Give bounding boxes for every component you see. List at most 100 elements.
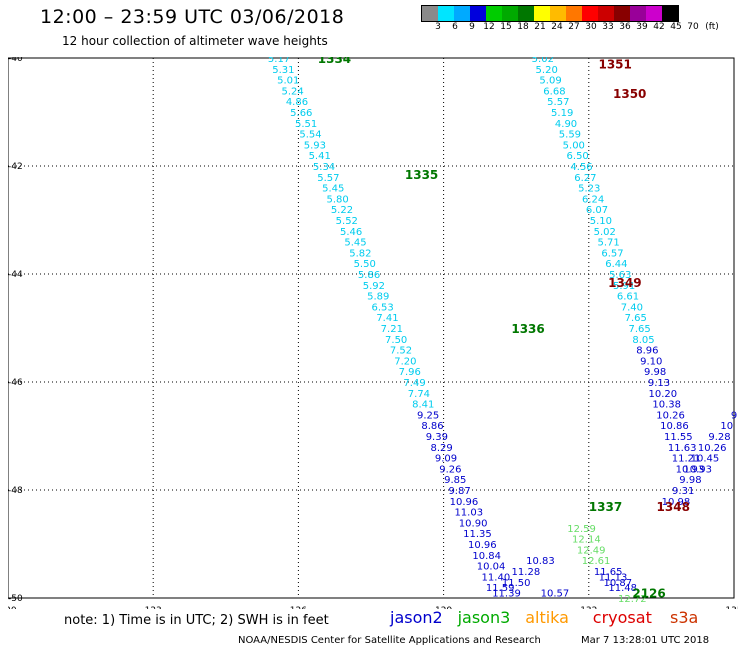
wave-height-value: 10.83	[526, 556, 555, 567]
colorbar-swatch	[422, 6, 438, 21]
wave-height-value: 5.10	[590, 216, 612, 227]
wave-height-value: 10.26	[656, 410, 685, 421]
colorbar-label: 39	[636, 22, 648, 32]
colorbar-swatch	[518, 6, 534, 21]
wave-height-value: 5.50	[354, 259, 376, 270]
longitude-tick-label: 120	[8, 606, 17, 609]
wave-height-value: 6.24	[582, 194, 604, 205]
colorbar-label: 27	[568, 22, 580, 32]
wave-height-value: 7.50	[385, 335, 407, 346]
wave-height-value: 5.00	[563, 140, 585, 151]
wave-height-value: 6.27	[574, 173, 596, 184]
wave-height-value: 10.96	[450, 497, 479, 508]
orbit-number-label: 1334	[318, 57, 351, 66]
orbit-number-label: 1349	[608, 276, 641, 290]
wave-height-value: 6.53	[371, 302, 393, 313]
wave-height-value: 9.87	[448, 486, 470, 497]
wave-height-value: 11.39	[492, 589, 521, 600]
wave-height-value: 6.57	[601, 248, 623, 259]
wave-height-value: 9.13	[648, 378, 670, 389]
map-frame	[8, 57, 735, 599]
credit-line: NOAA/NESDIS Center for Satellite Applica…	[238, 635, 541, 646]
wave-height-value: 9.98	[644, 367, 666, 378]
colorbar-label: 21	[534, 22, 546, 32]
timestamp: Mar 7 13:28:01 UTC 2018	[581, 635, 710, 646]
wave-height-value: 5.09	[539, 76, 561, 87]
wave-height-value: 10.90	[459, 518, 488, 529]
wave-height-value: 8.86	[421, 421, 443, 432]
latitude-tick-label: -46	[8, 378, 23, 388]
wave-height-value: 5.01	[277, 76, 299, 87]
latitude-tick-label: -48	[8, 486, 23, 496]
wave-height-value: 11.55	[664, 432, 693, 443]
wave-height-value: 12.72	[618, 594, 647, 605]
wave-height-value: 10.20	[649, 389, 678, 400]
wave-height-value: 7.74	[408, 389, 430, 400]
wave-height-value: 5.86	[358, 270, 380, 281]
legend-altika: altika	[525, 608, 569, 627]
colorbar-label: 24	[551, 22, 563, 32]
wave-height-value: 5.02	[532, 57, 554, 65]
wave-height-value: 10.87	[604, 578, 633, 589]
wave-height-value: 5.57	[547, 97, 569, 108]
orbit-number-label: 1336	[511, 322, 544, 336]
wave-height-value: 5.45	[344, 238, 366, 249]
wave-height-value: 5.23	[578, 184, 600, 195]
wave-height-value: 5.71	[598, 238, 620, 249]
wave-height-value: 5.91	[613, 281, 635, 292]
colorbar-swatch	[534, 6, 550, 21]
wave-height-value: 6.61	[617, 292, 639, 303]
wave-height-value: 5.52	[336, 216, 358, 227]
wave-height-value: 5.20	[536, 65, 558, 76]
wave-height-value: 12.49	[577, 545, 606, 556]
latitude-tick-label: -42	[8, 162, 23, 172]
wave-height-value: 5.66	[290, 108, 312, 119]
wave-height-value: 5.51	[295, 119, 317, 130]
wave-height-value: 10.38	[652, 400, 681, 411]
colorbar-swatch	[598, 6, 614, 21]
colorbar-swatch	[454, 6, 470, 21]
orbit-number-label: 1337	[589, 500, 622, 514]
wave-height-value: 10.93	[683, 464, 712, 475]
colorbar-label: 12	[483, 22, 495, 32]
wave-height-value: 11.13	[599, 572, 628, 583]
orbit-number-label: 1335	[405, 168, 438, 182]
wave-height-value: 5.19	[551, 108, 573, 119]
wave-height-value: 11.35	[463, 529, 492, 540]
wave-height-value: 5.34	[313, 162, 335, 173]
orbit-number-label: 1350	[613, 87, 646, 101]
wave-height-value: 5.31	[272, 65, 294, 76]
longitude-tick-label: 123	[145, 606, 162, 609]
colorbar-label: 70	[687, 22, 699, 32]
wave-height-value: 7.96	[399, 367, 421, 378]
colorbar-swatch	[646, 6, 662, 21]
colorbar-label: 36	[619, 22, 631, 32]
wave-height-value: 7.65	[628, 324, 650, 335]
wave-height-value: 10.96	[468, 540, 497, 551]
colorbar-label: 18	[517, 22, 529, 32]
colorbar-swatch	[438, 6, 454, 21]
wave-height-value: 10.86	[660, 421, 689, 432]
colorbar-swatch	[582, 6, 598, 21]
wave-height-value: 5.92	[363, 281, 385, 292]
wave-height-value: 5.45	[322, 184, 344, 195]
colorbar-swatch	[470, 6, 486, 21]
wave-height-value: 12.59	[567, 524, 596, 535]
colorbar-swatch	[566, 6, 582, 21]
colorbar-swatch	[614, 6, 630, 21]
colorbar-label: 30	[585, 22, 597, 32]
wave-height-value: 9	[731, 410, 737, 421]
orbit-number-label: 1351	[598, 57, 631, 71]
wave-height-value: 5.80	[326, 194, 348, 205]
latitude-tick-label: -50	[8, 594, 23, 604]
legend-cryosat: cryosat	[592, 608, 652, 627]
latitude-tick-label: -44	[8, 270, 23, 280]
wave-height-value: 5.93	[304, 140, 326, 151]
wave-height-value: 9.39	[426, 432, 448, 443]
colorbar-swatch	[662, 6, 678, 21]
wave-height-value: 7.65	[625, 313, 647, 324]
wave-height-value: 9.26	[439, 464, 461, 475]
wave-height-value: 9.28	[708, 432, 730, 443]
orbit-number-label: 1348	[657, 500, 690, 514]
wave-height-value: 11.48	[608, 583, 637, 594]
